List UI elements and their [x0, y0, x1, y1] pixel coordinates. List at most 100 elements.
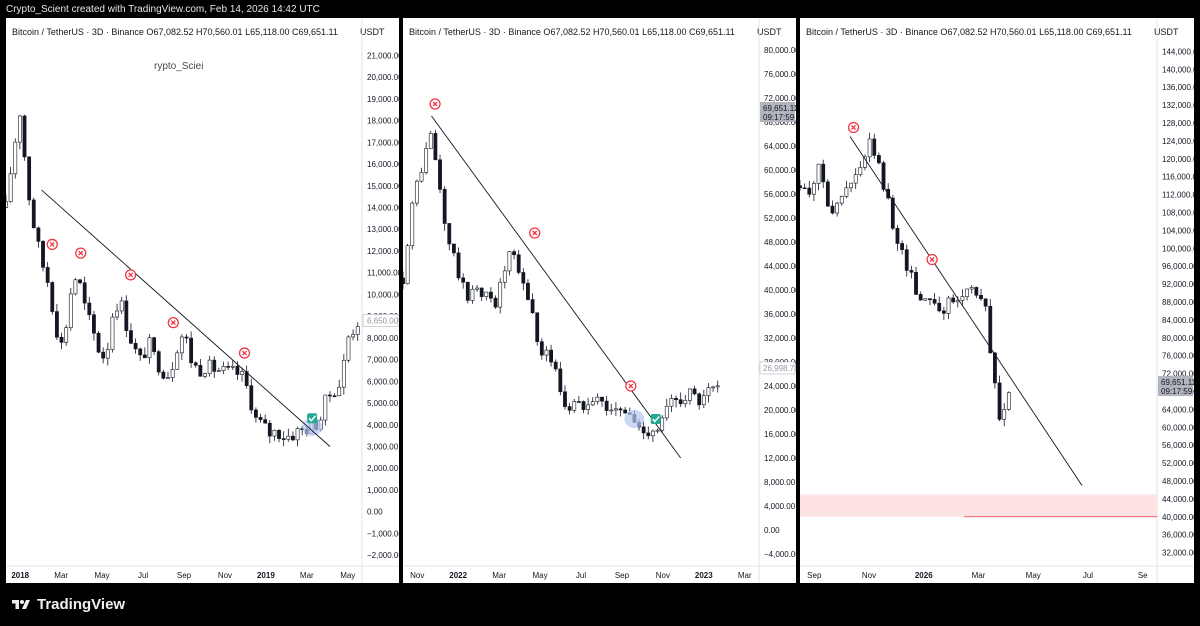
candle-body [156, 351, 161, 373]
y-tick-label: 19,000.00 [367, 95, 399, 104]
symbol-label: Bitcoin / TetherUS · 3D · Binance [409, 27, 541, 37]
chart-canvas[interactable]: 21,000.00 20,000.00 19,000.00 18,000.00 17,0… [6, 18, 399, 583]
candle-body [124, 300, 129, 331]
candle-body [207, 359, 212, 374]
y-tick-label: 120,000.00 [1162, 155, 1194, 164]
y-tick-label: 7,000.00 [367, 356, 399, 365]
candle-body [249, 385, 254, 411]
ohlc-o-value: 67,082.52 [550, 27, 591, 37]
symbol-label: Bitcoin / TetherUS · 3D · Binance [12, 27, 144, 37]
candle-body [576, 401, 581, 403]
candle-body [881, 162, 886, 190]
candle-body [424, 148, 429, 173]
candle-body [193, 362, 198, 366]
rejection-x-icon-cross [851, 125, 857, 130]
ohlc-o-value: 67,082.52 [947, 27, 988, 37]
candle-body [812, 183, 816, 195]
x-tick-label: May [532, 571, 547, 580]
y-tick-label: −1,000.00 [367, 529, 399, 538]
candle-body [337, 386, 342, 397]
candle-body [493, 297, 498, 308]
candle-body [997, 382, 1002, 420]
y-tick-label: 44,000.00 [1162, 495, 1194, 504]
y-tick-label: 0.00 [367, 508, 383, 517]
y-tick-label: 48,000.00 [764, 238, 796, 247]
candle-body [254, 409, 258, 418]
chart-canvas[interactable]: 80,000.00 76,000.00 72,000.00 68,000.00 64,0… [403, 18, 796, 583]
y-tick-label: 12,000.00 [764, 454, 796, 463]
candle-body [678, 399, 683, 405]
bar-countdown-label: 09:17:59 [1161, 387, 1193, 396]
y-tick-label: 16,000.00 [764, 430, 796, 439]
x-tick-label: Se [1138, 571, 1148, 580]
candle-body [115, 310, 119, 318]
y-tick-label: 8,000.00 [367, 334, 399, 343]
candle-body [36, 227, 41, 242]
y-tick-label: 20,000.00 [367, 73, 399, 82]
y-tick-label: 40,000.00 [1162, 513, 1194, 522]
y-tick-label: 56,000.00 [764, 190, 796, 199]
candle-body [900, 243, 905, 250]
candle-body [45, 267, 50, 283]
breakout-check-icon [650, 414, 661, 424]
candle-body [800, 185, 802, 189]
last-price-tag [1158, 376, 1193, 397]
ohlc-l-label: L [1039, 27, 1045, 37]
candle-body [405, 245, 410, 285]
y-tick-label: 36,000.00 [1162, 531, 1194, 540]
candle-body [73, 279, 78, 295]
rejection-x-icon-cross [432, 101, 438, 107]
candle-body [563, 391, 567, 407]
candle-body [286, 435, 291, 440]
candle-body [147, 337, 152, 359]
y-tick-label: 20,000.00 [764, 406, 796, 415]
candle-body [646, 432, 651, 437]
candle-body [133, 342, 138, 350]
y-tick-label: 12,000.00 [367, 247, 399, 256]
candle-body [267, 422, 272, 437]
candle-body [456, 252, 461, 279]
ohlc-l-value: 65,118.00 [1044, 27, 1084, 37]
chart-panel-1[interactable]: Bitcoin / TetherUS · 3D · Binance O67,08… [6, 18, 399, 583]
y-tick-label: 10,000.00 [367, 290, 399, 299]
candle-body [660, 417, 665, 431]
candle-body [438, 159, 442, 190]
x-tick-label: 2018 [11, 571, 29, 580]
chart-canvas[interactable]: 144,000.00 140,000.00 136,000.00 132,000.00… [800, 18, 1194, 583]
ohlc-c-label: C [688, 27, 696, 37]
candle-body [470, 288, 475, 301]
y-tick-label: 132,000.00 [1162, 101, 1194, 110]
candle-body [932, 299, 937, 304]
ohlc-c-label: C [291, 27, 299, 37]
candle-body [22, 115, 27, 158]
chart-panel-2[interactable]: Bitcoin / TetherUS · 3D · Binance O67,08… [403, 18, 796, 583]
resistance-trendline [431, 115, 682, 459]
y-tick-label: 17,000.00 [367, 138, 399, 147]
y-tick-label: 52,000.00 [1162, 459, 1194, 468]
candle-body [328, 394, 332, 397]
tradingview-logo[interactable]: TradingView [10, 596, 125, 613]
currency-unit: USDT [757, 27, 782, 37]
candle-body [479, 287, 484, 297]
y-tick-label: 13,000.00 [367, 225, 399, 234]
y-tick-label: 104,000.00 [1162, 226, 1194, 235]
candle-body [295, 428, 300, 441]
candle-body [618, 408, 623, 411]
y-tick-label: 52,000.00 [764, 214, 796, 223]
y-tick-label: −2,000.00 [367, 551, 399, 560]
candle-body [558, 368, 563, 393]
candle-body [465, 281, 470, 301]
symbol-title: Bitcoin / TetherUS · 3D · Binance O67,08… [409, 27, 735, 37]
candle-body [549, 349, 553, 363]
candle-body [272, 429, 277, 437]
x-tick-label: Mar [738, 571, 752, 580]
candle-body [539, 341, 544, 356]
x-tick-label: Nov [218, 571, 232, 580]
rejection-x-icon-cross [532, 230, 538, 236]
candle-body [428, 133, 433, 149]
candle-body [189, 337, 194, 364]
chart-panel-3[interactable]: Bitcoin / TetherUS · 3D · Binance O67,08… [800, 18, 1194, 583]
last-price-label: 69,651.11 [1161, 378, 1194, 387]
candle-body [355, 326, 360, 335]
candle-body [600, 396, 604, 402]
